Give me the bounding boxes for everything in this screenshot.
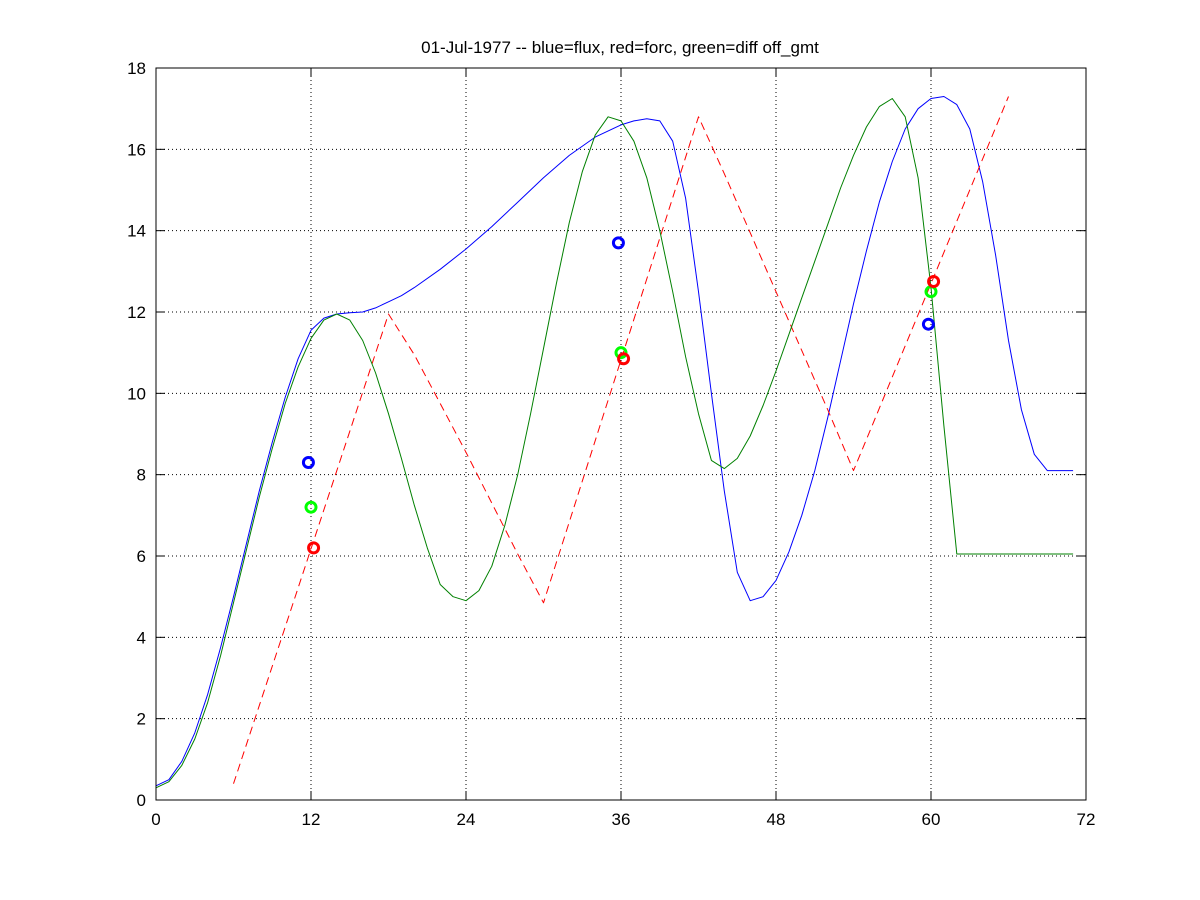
y-tick-label: 16 — [127, 140, 146, 159]
x-tick-label: 48 — [767, 810, 786, 829]
marker-layer — [301, 236, 941, 555]
data-marker — [614, 346, 628, 360]
y-tick-label: 8 — [137, 466, 146, 485]
y-tick-label: 0 — [137, 791, 146, 810]
flux-series-line — [155, 96, 1074, 787]
y-tick-label: 2 — [137, 710, 146, 729]
series-layer — [155, 96, 1074, 789]
y-tick-label: 12 — [127, 303, 146, 322]
tick-layer — [155, 67, 1087, 801]
x-tick-label: 36 — [612, 810, 631, 829]
x-tick-label: 12 — [302, 810, 321, 829]
diff-series-line — [155, 98, 1074, 789]
x-tick-label: 72 — [1077, 810, 1096, 829]
data-marker — [304, 500, 318, 514]
y-tick-label: 14 — [127, 222, 146, 241]
data-marker — [301, 455, 315, 469]
x-tick-label: 0 — [151, 810, 160, 829]
data-marker — [611, 236, 625, 250]
y-tick-label: 10 — [127, 384, 146, 403]
y-tick-label: 4 — [137, 628, 146, 647]
y-tick-label: 6 — [137, 547, 146, 566]
x-tick-label: 24 — [457, 810, 476, 829]
chart-title: 01-Jul-1977 -- blue=flux, red=forc, gree… — [421, 38, 819, 57]
data-marker — [307, 541, 321, 555]
grid-layer — [156, 68, 1086, 800]
data-marker — [921, 317, 935, 331]
y-tick-label: 18 — [127, 59, 146, 78]
data-marker — [617, 352, 631, 366]
data-marker — [927, 275, 941, 288]
x-tick-label: 60 — [922, 810, 941, 829]
